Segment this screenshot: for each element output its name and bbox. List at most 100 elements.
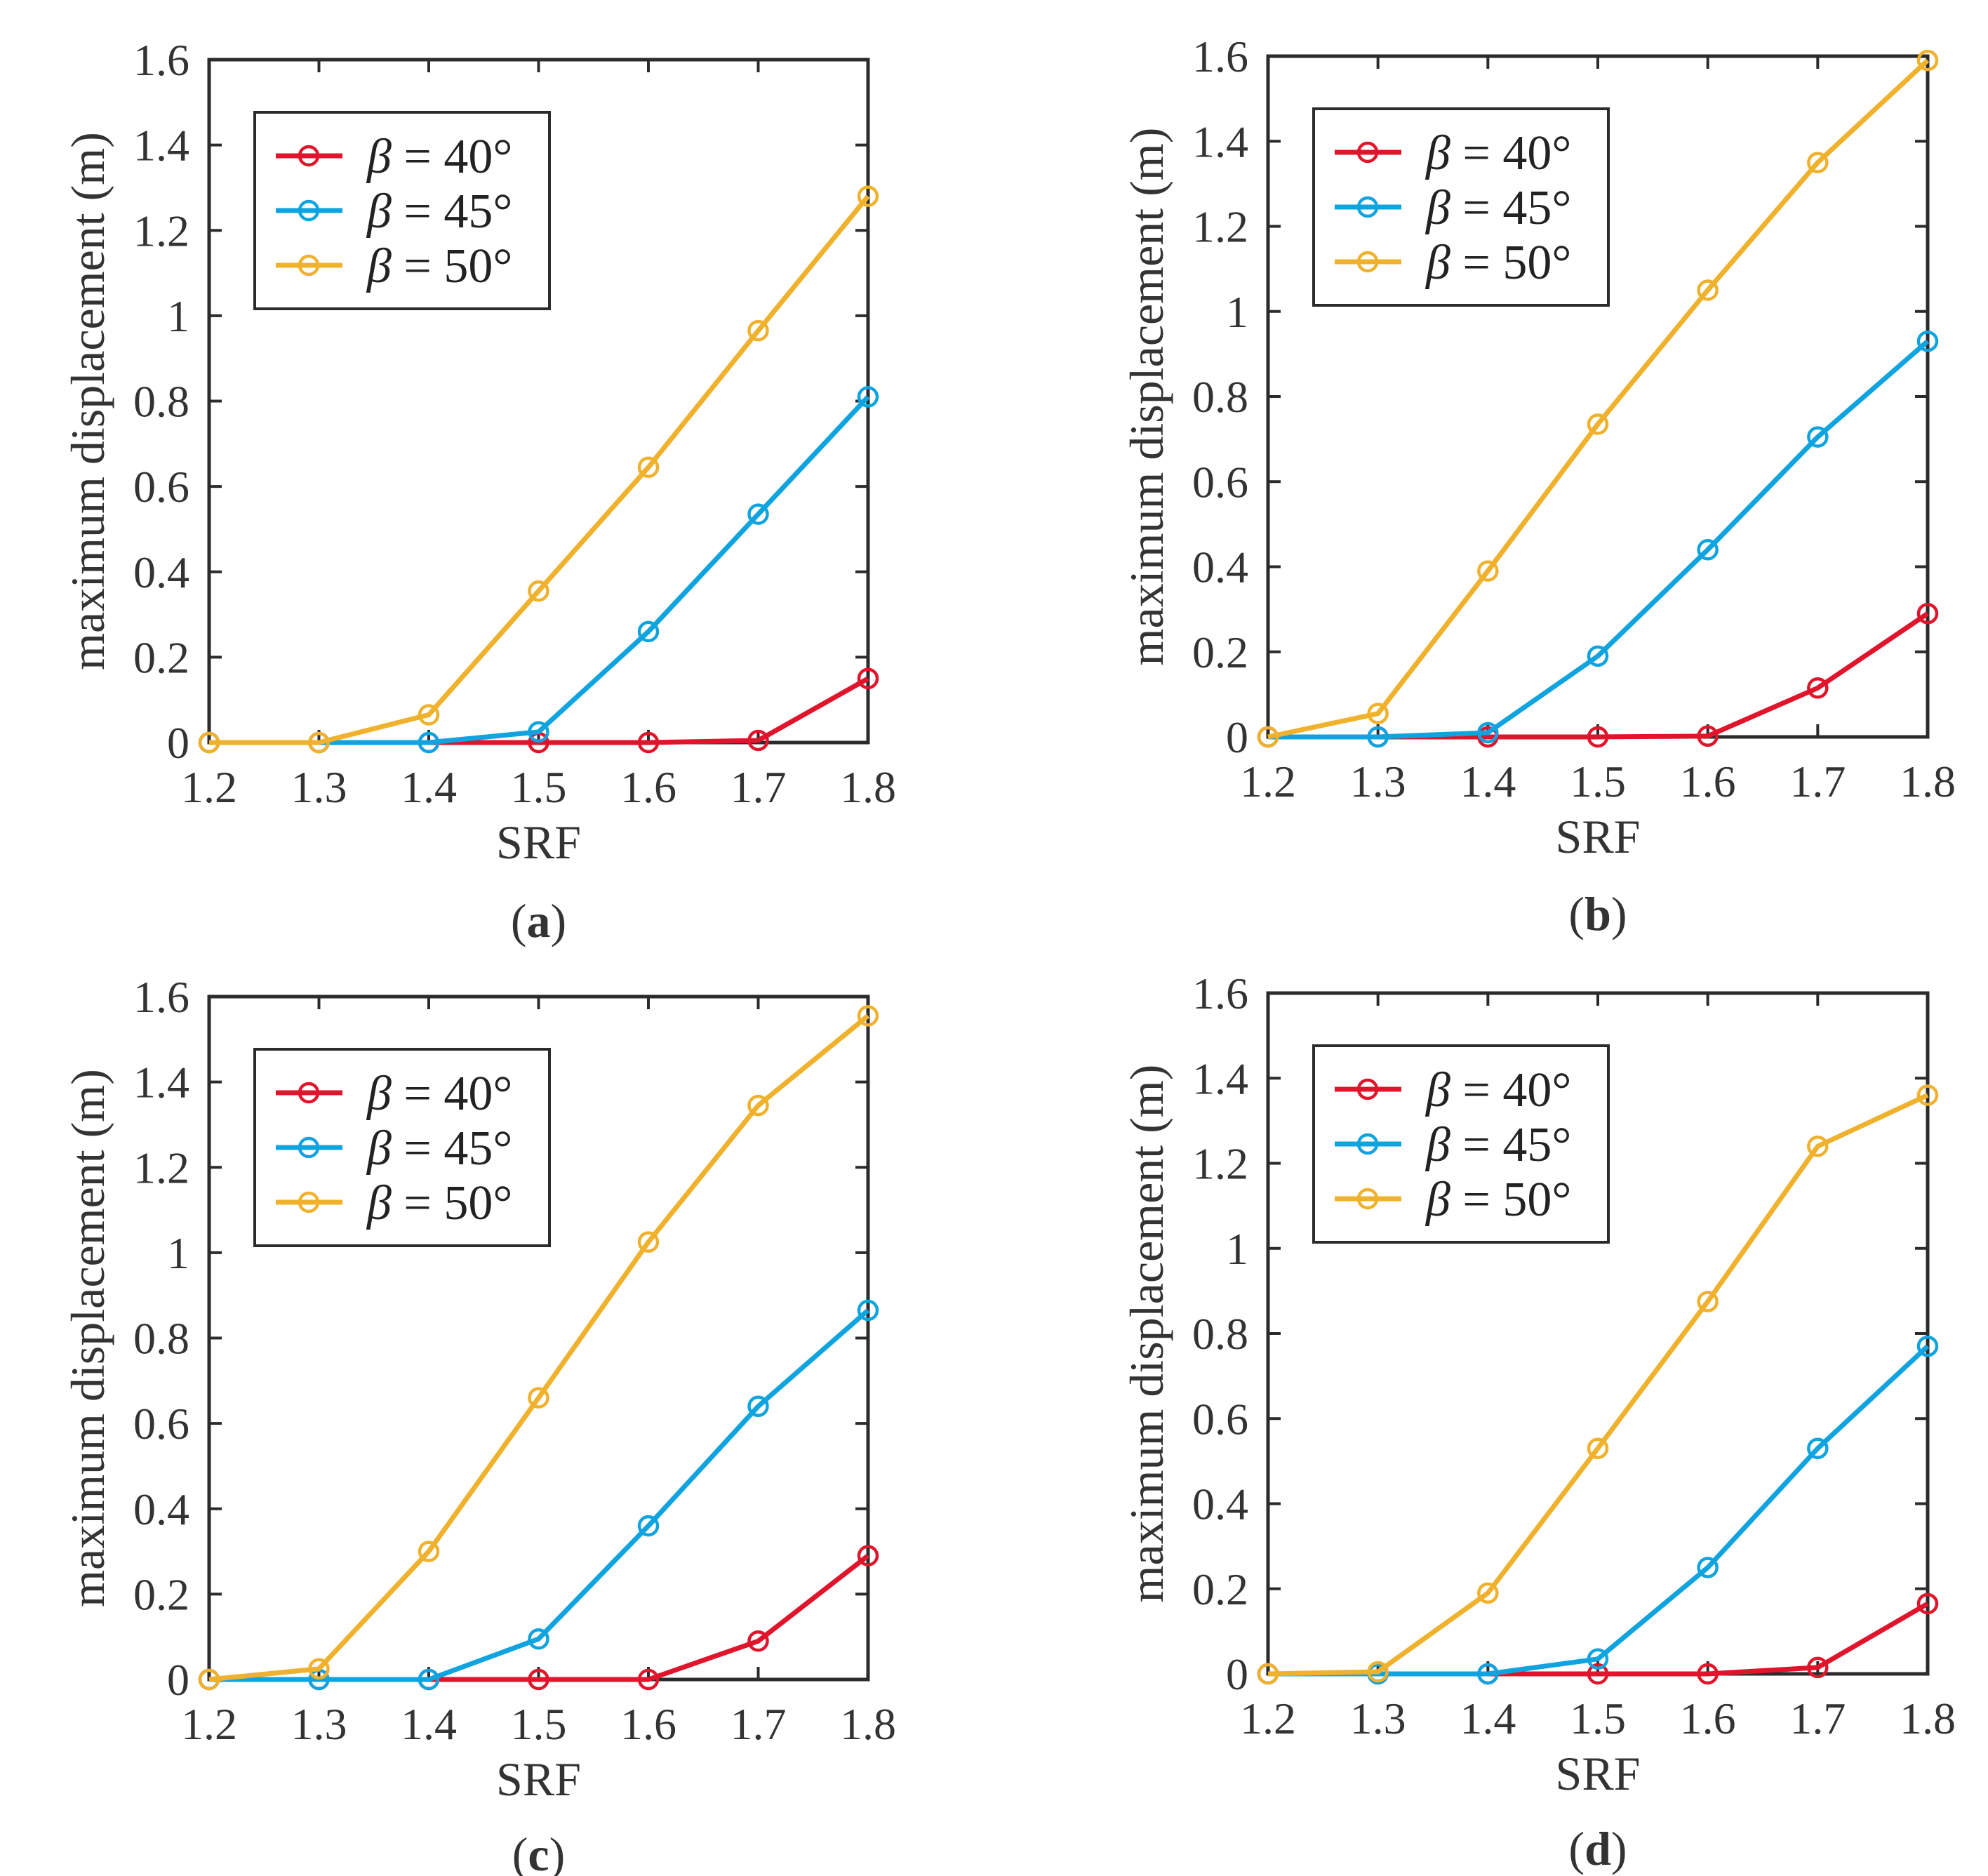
y-tick-label: 1.2 [133,1143,189,1192]
data-point [1587,1663,1609,1685]
data-point [637,620,660,643]
data-point [528,1628,549,1650]
x-axis-title: SRF [496,816,581,869]
y-tick-label: 0.4 [133,547,189,597]
data-point [1697,279,1719,301]
legend: β = 40°β = 45°β = 50° [1312,1044,1610,1244]
y-tick-label: 1.2 [1192,202,1248,252]
chart-panel-d: 0 0.2 0.4 0.6 0.8 1 1.2 1.4 1.6 1.2 1.3 1.4 1.5 1.6 1.… [1120,969,1956,1875]
series-line [208,1013,870,1682]
x-tick-label: 1.5 [511,1699,567,1749]
legend-entry: β = 45° [1335,1118,1571,1172]
x-tick-label: 1.3 [291,1699,347,1749]
x-tick-label: 1.7 [731,762,787,812]
data-point [1916,1592,1939,1615]
legend: β = 40°β = 45°β = 50° [253,111,551,310]
panel-label-close: ) [551,894,567,947]
y-tick-label: 0.2 [133,632,189,682]
legend-value: = 45° [392,1122,512,1176]
y-tick-label: 1 [167,1228,189,1278]
data-point [1477,560,1499,582]
data-point [747,1094,769,1117]
x-tick-label: 1.6 [620,1699,676,1749]
y-tick-label: 0.6 [1192,457,1248,507]
data-point [198,731,220,754]
data-point [1916,1084,1939,1106]
data-point [857,1545,879,1566]
y-tick-label: 0.8 [133,1314,189,1364]
data-point [1587,413,1609,435]
legend-entry: β = 45° [276,1122,512,1176]
data-point [747,1395,769,1418]
y-tick-label: 1.6 [133,35,189,85]
legend-symbol: β [1425,1118,1450,1172]
data-point [857,386,879,408]
series-2 [1257,49,1939,748]
legend-entry: β = 40° [1335,1063,1571,1117]
data-point [1257,726,1279,748]
data-point [1257,1663,1279,1685]
x-tick-label: 1.6 [1680,757,1736,806]
y-tick-label: 0 [167,718,189,768]
legend-marker [298,145,320,167]
data-point [1697,1557,1719,1578]
legend-marker [1356,1078,1379,1100]
data-point [1477,1582,1499,1604]
panel-label-close: ) [549,1828,566,1876]
y-tick-label: 1.4 [1192,117,1248,166]
x-tick-label: 1.8 [1900,757,1956,806]
panel-label-letter: d [1585,1822,1611,1875]
legend-symbol: β [366,185,392,239]
legend-symbol: β [1425,1173,1450,1227]
data-point [1697,539,1719,561]
y-tick-label: 1.6 [133,972,189,1022]
y-tick-label: 0.6 [1192,1394,1248,1444]
y-tick-label: 1 [1226,1224,1248,1274]
y-tick-label: 0.4 [1192,543,1248,592]
chart-panel-c: 0 0.2 0.4 0.6 0.8 1 1.2 1.4 1.6 1.2 1.3 1.4 1.5 1.6 1.… [61,972,896,1876]
data-point [1477,721,1499,744]
data-point [1367,703,1389,724]
y-axis-title: maximum displacement (m) [1120,1065,1173,1603]
y-tick-label: 1.6 [1192,969,1248,1018]
data-point [1807,677,1829,699]
data-point [528,1387,549,1409]
x-tick-label: 1.2 [1240,757,1296,806]
legend-marker [298,199,320,222]
legend-symbol: β [1425,181,1450,235]
legend-marker [1356,251,1379,273]
y-tick-label: 0.2 [1192,627,1248,677]
legend-marker [1356,196,1379,218]
data-point [857,1299,879,1322]
y-tick-label: 0.6 [133,462,189,512]
x-tick-label: 1.4 [1460,757,1516,806]
legend-label: β = 40° [366,130,512,184]
legend-value: = 50° [1450,1173,1571,1227]
y-tick-label: 0.4 [1192,1479,1248,1529]
data-point [1477,1663,1499,1685]
panel-label: (a) [511,894,566,947]
panel-label-open: ( [1568,1822,1585,1875]
legend-value: = 50° [1450,236,1571,290]
data-point [308,1658,330,1680]
legend: β = 40°β = 45°β = 50° [253,1048,551,1247]
y-axis-title: maximum displacement (m) [61,1069,114,1607]
legend-value: = 40° [392,130,512,184]
series-line [1268,339,1930,740]
y-tick-label: 0.8 [1192,1309,1248,1359]
legend-marker [298,1082,320,1104]
legend-value: = 50° [392,239,512,293]
data-point [1807,1136,1829,1157]
legend-entry: β = 40° [276,1067,512,1121]
y-tick-label: 0.2 [133,1569,189,1619]
legend-symbol: β [366,1176,392,1230]
x-tick-label: 1.2 [1240,1694,1296,1743]
data-point [1587,645,1609,667]
data-point [1807,1656,1829,1679]
series-2 [198,185,879,754]
data-point [637,456,660,479]
data-point [528,1668,549,1691]
data-point [637,1231,660,1253]
legend-symbol: β [366,1067,392,1121]
legend-entry: β = 50° [276,239,512,293]
